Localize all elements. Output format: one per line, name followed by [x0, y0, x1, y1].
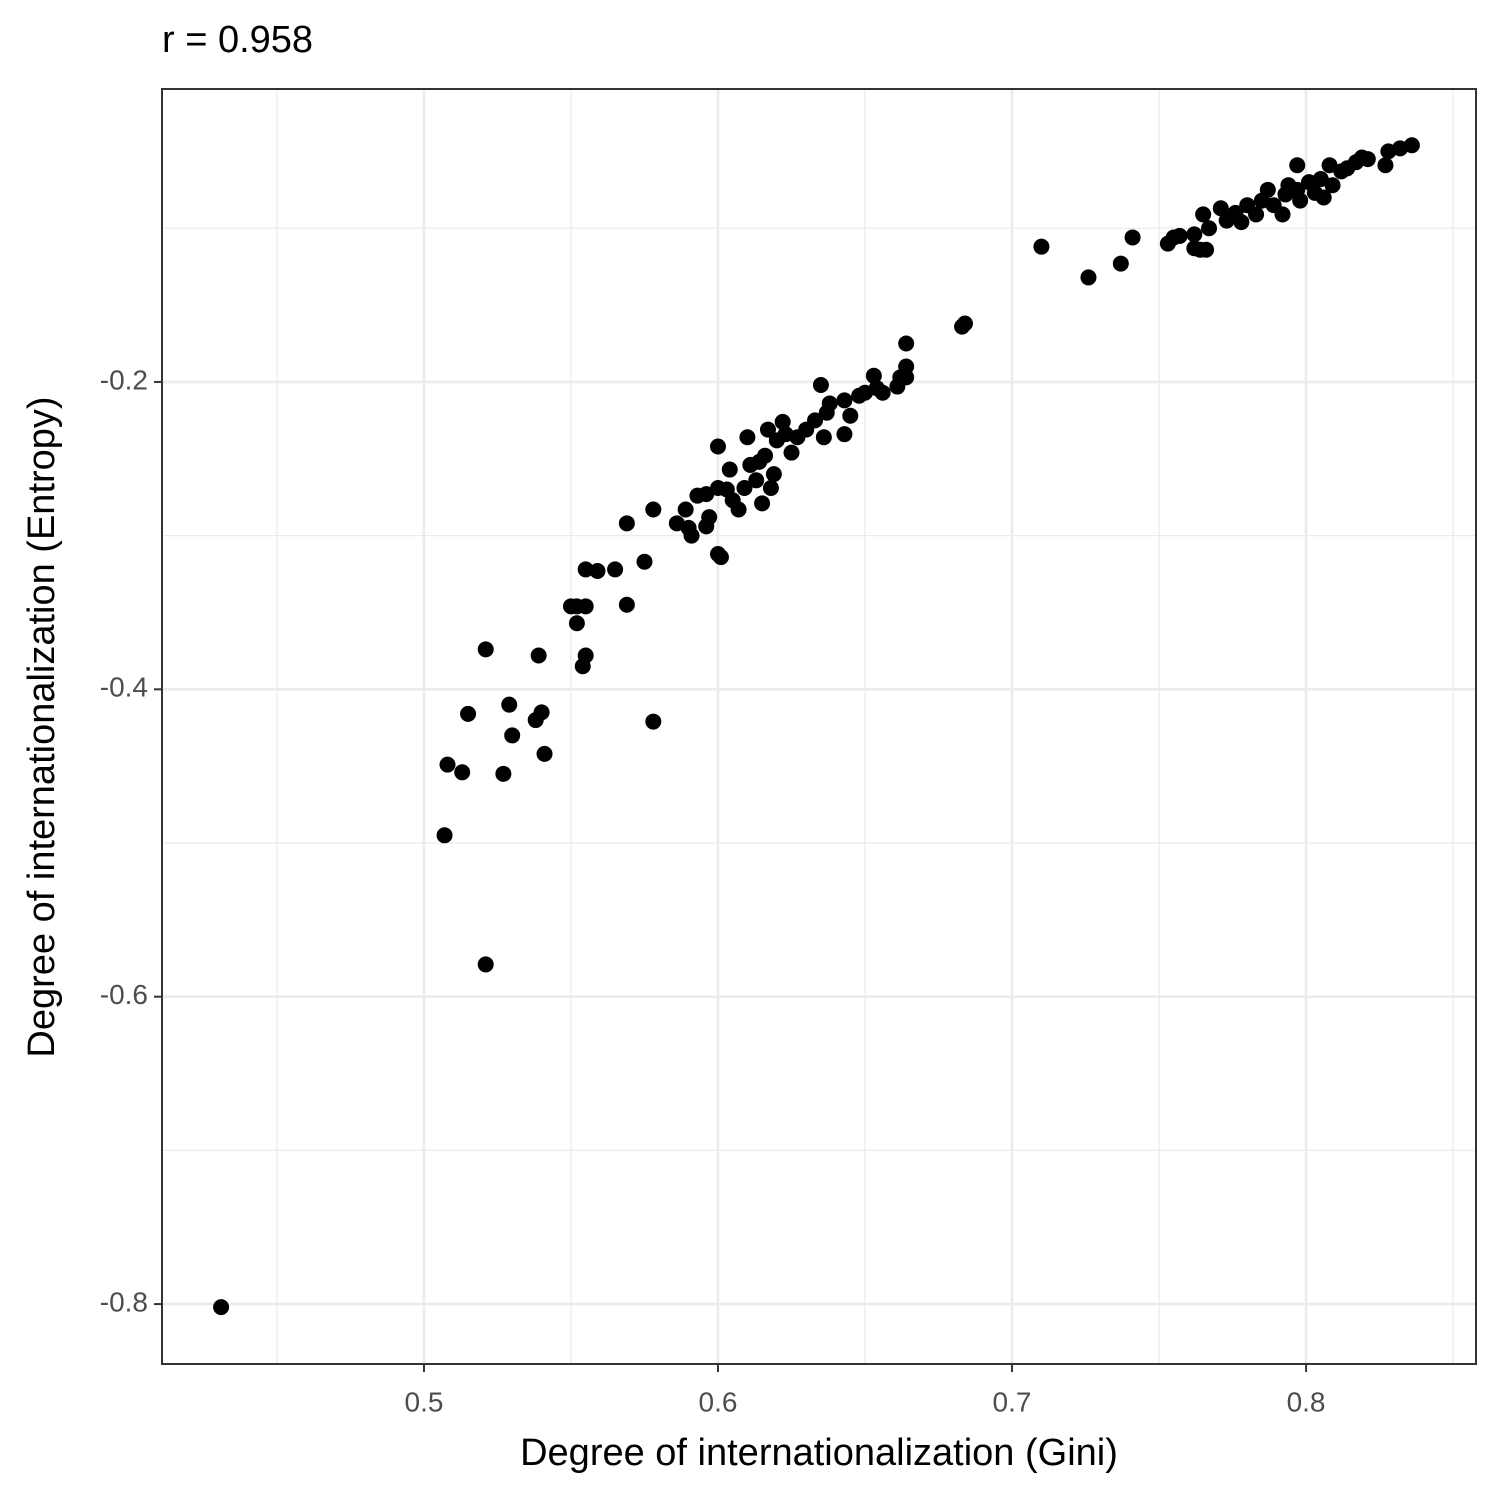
point — [504, 727, 521, 744]
point — [1315, 189, 1332, 206]
point — [836, 426, 853, 443]
point — [677, 501, 694, 518]
point — [762, 479, 779, 496]
point — [748, 472, 765, 489]
point — [536, 745, 553, 762]
point — [618, 515, 635, 532]
point — [1289, 157, 1306, 174]
point — [712, 549, 729, 566]
point — [1377, 157, 1394, 174]
point — [533, 704, 550, 721]
point — [1198, 241, 1215, 258]
point — [754, 495, 771, 512]
point — [645, 501, 662, 518]
point — [774, 413, 791, 430]
y-tick-label: -0.2 — [100, 364, 148, 395]
points — [213, 137, 1420, 1316]
point — [874, 384, 891, 401]
point — [783, 444, 800, 461]
y-axis-label: Degree of internationalization (Entropy) — [21, 396, 63, 1057]
point — [577, 647, 594, 664]
point — [1080, 269, 1097, 286]
y-tick-label: -0.6 — [100, 979, 148, 1010]
point — [213, 1299, 230, 1316]
point — [710, 438, 727, 455]
point — [898, 335, 915, 352]
point — [701, 509, 718, 526]
point — [898, 369, 915, 386]
point — [812, 377, 829, 394]
y-tick-label: -0.8 — [100, 1286, 148, 1317]
point — [759, 421, 776, 438]
point — [1292, 192, 1309, 209]
point — [1201, 220, 1218, 237]
point — [1312, 171, 1329, 188]
point — [1112, 255, 1129, 272]
point — [607, 561, 624, 578]
point — [1171, 227, 1188, 244]
point — [1233, 214, 1250, 231]
point — [1359, 151, 1376, 168]
point — [698, 486, 715, 503]
point — [1186, 226, 1203, 243]
x-tick-label: 0.6 — [699, 1386, 738, 1417]
x-tick-label: 0.5 — [405, 1386, 444, 1417]
point — [1324, 177, 1341, 194]
point — [1033, 238, 1050, 255]
y-tick-label: -0.4 — [100, 672, 148, 703]
point — [477, 641, 494, 658]
point — [618, 596, 635, 613]
point — [739, 429, 756, 446]
point — [530, 647, 547, 664]
point — [1259, 181, 1276, 198]
point — [568, 615, 585, 632]
point — [460, 705, 477, 722]
point — [1124, 229, 1141, 246]
point — [1274, 206, 1291, 223]
point — [765, 466, 782, 483]
x-tick-label: 0.8 — [1287, 1386, 1326, 1417]
x-tick-label: 0.7 — [993, 1386, 1032, 1417]
point — [842, 407, 859, 424]
point — [589, 562, 606, 579]
point — [1195, 206, 1212, 223]
point — [577, 561, 594, 578]
x-axis-label: Degree of internationalization (Gini) — [520, 1432, 1118, 1474]
point — [821, 395, 838, 412]
point — [956, 315, 973, 332]
point — [436, 827, 453, 844]
point — [721, 461, 738, 478]
point — [815, 429, 832, 446]
chart-title: r = 0.958 — [162, 19, 313, 61]
point — [1212, 200, 1229, 217]
point — [454, 764, 471, 781]
point — [683, 527, 700, 544]
point — [757, 447, 774, 464]
point — [730, 501, 747, 518]
point — [1321, 157, 1338, 174]
point — [477, 956, 494, 973]
point — [577, 598, 594, 615]
point — [636, 553, 653, 570]
panel-border — [161, 88, 1477, 1365]
point — [645, 713, 662, 730]
point — [501, 696, 518, 713]
point — [807, 412, 824, 429]
point — [495, 765, 512, 782]
point — [1248, 206, 1265, 223]
point — [1403, 137, 1420, 154]
point — [836, 392, 853, 409]
point — [736, 479, 753, 496]
point — [439, 756, 456, 773]
point — [865, 367, 882, 384]
